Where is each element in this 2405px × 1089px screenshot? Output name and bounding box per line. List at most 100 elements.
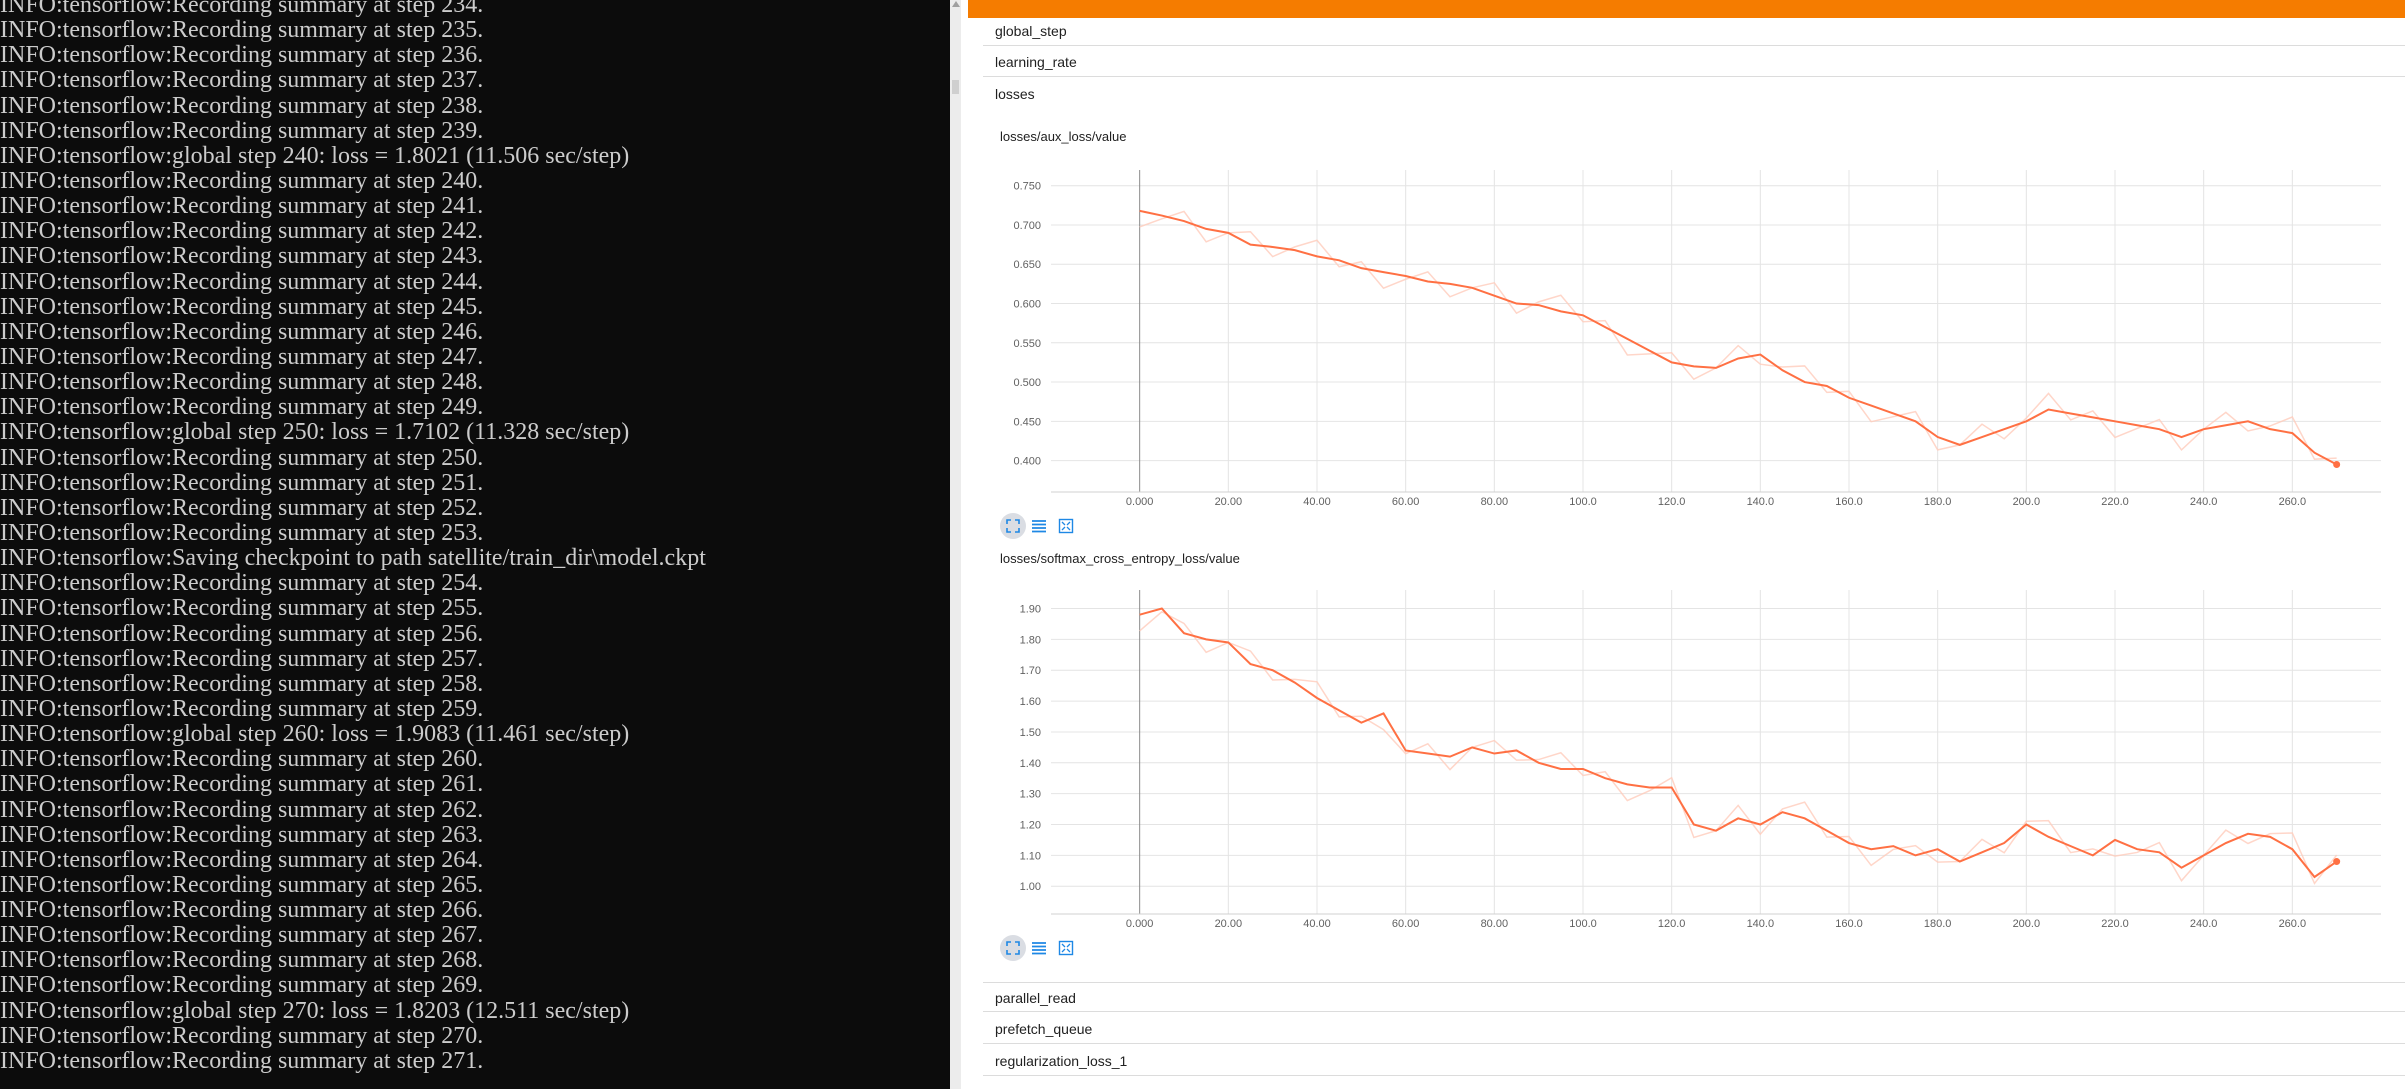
y-tick-label: 1.70 xyxy=(1020,665,1041,677)
group-label: parallel_read xyxy=(995,990,1076,1006)
terminal-line: INFO:tensorflow:Recording summary at ste… xyxy=(0,519,484,546)
terminal-line: INFO:tensorflow:Recording summary at ste… xyxy=(0,318,484,345)
group-regularization-loss[interactable]: regularization_loss_1 xyxy=(983,1046,2405,1076)
group-label: learning_rate xyxy=(995,54,1077,70)
y-tick-label: 0.600 xyxy=(1013,299,1041,311)
group-prefetch-queue[interactable]: prefetch_queue xyxy=(983,1014,2405,1044)
fit-domain-icon[interactable] xyxy=(1053,513,1079,539)
terminal-line: INFO:tensorflow:Recording summary at ste… xyxy=(0,645,484,672)
y-tick-label: 1.40 xyxy=(1020,758,1041,770)
terminal-window[interactable]: INFO:tensorflow:Recording summary at ste… xyxy=(0,0,950,1089)
x-tick-label: 240.0 xyxy=(2190,496,2218,508)
x-tick-label: 180.0 xyxy=(1924,496,1952,508)
expand-chart-icon[interactable] xyxy=(1000,935,1026,961)
x-tick-label: 220.0 xyxy=(2101,918,2129,930)
x-tick-label: 60.00 xyxy=(1392,918,1420,930)
x-tick-label: 80.00 xyxy=(1481,918,1509,930)
x-tick-label: 0.000 xyxy=(1126,496,1154,508)
terminal-line: INFO:tensorflow:Recording summary at ste… xyxy=(0,469,484,496)
fit-domain-icon[interactable] xyxy=(1053,935,1079,961)
terminal-line: INFO:tensorflow:Recording summary at ste… xyxy=(0,897,484,924)
y-tick-label: 1.60 xyxy=(1020,696,1041,708)
terminal-line: INFO:tensorflow:Recording summary at ste… xyxy=(0,846,484,873)
terminal-line: INFO:tensorflow:Recording summary at ste… xyxy=(0,42,484,69)
series-raw-line xyxy=(1139,610,2338,885)
series-smoothed-line xyxy=(1139,209,2338,466)
terminal-line: INFO:tensorflow:Recording summary at ste… xyxy=(0,922,484,949)
x-tick-label: 140.0 xyxy=(1747,918,1775,930)
terminal-line: INFO:tensorflow:Recording summary at ste… xyxy=(0,218,484,245)
terminal-line: INFO:tensorflow:Recording summary at ste… xyxy=(0,444,484,471)
terminal-line: INFO:tensorflow:Recording summary at ste… xyxy=(0,92,484,119)
x-tick-label: 260.0 xyxy=(2279,918,2307,930)
terminal-line: INFO:tensorflow:Recording summary at ste… xyxy=(0,494,484,521)
toolbar-accent-bar xyxy=(968,0,2405,18)
x-tick-label: 240.0 xyxy=(2190,918,2218,930)
y-tick-label: 1.10 xyxy=(1020,850,1041,862)
terminal-line: INFO:tensorflow:global step 250: loss = … xyxy=(0,419,630,446)
x-tick-label: 200.0 xyxy=(2013,918,2041,930)
y-tick-label: 0.450 xyxy=(1013,416,1041,428)
terminal-line: INFO:tensorflow:Recording summary at ste… xyxy=(0,871,484,898)
x-tick-label: 180.0 xyxy=(1924,918,1952,930)
y-tick-label: 1.50 xyxy=(1020,727,1041,739)
y-tick-label: 1.20 xyxy=(1020,820,1041,832)
chart-title-softmax-loss: losses/softmax_cross_entropy_loss/value xyxy=(1000,551,1240,566)
series-last-point xyxy=(2333,461,2341,469)
terminal-line: INFO:tensorflow:Recording summary at ste… xyxy=(0,670,484,697)
x-tick-label: 120.0 xyxy=(1658,496,1686,508)
x-tick-label: 220.0 xyxy=(2101,496,2129,508)
group-label: global_step xyxy=(995,23,1067,39)
group-parallel-read[interactable]: parallel_read xyxy=(983,982,2405,1012)
y-tick-label: 0.650 xyxy=(1013,259,1041,271)
expand-chart-icon[interactable] xyxy=(1000,513,1026,539)
data-list-icon[interactable] xyxy=(1026,513,1052,539)
terminal-line: INFO:tensorflow:Recording summary at ste… xyxy=(0,167,484,194)
terminal-line: INFO:tensorflow:Recording summary at ste… xyxy=(0,821,484,848)
terminal-line: INFO:tensorflow:Recording summary at ste… xyxy=(0,268,484,295)
terminal-line: INFO:tensorflow:Recording summary at ste… xyxy=(0,117,484,144)
terminal-line: INFO:tensorflow:Recording summary at ste… xyxy=(0,570,484,597)
x-tick-label: 0.000 xyxy=(1126,918,1154,930)
terminal-line: INFO:tensorflow:Recording summary at ste… xyxy=(0,193,484,220)
y-tick-label: 0.500 xyxy=(1013,377,1041,389)
chart-softmax-loss[interactable]: 1.00 1.10 1.20 1.30 1.40 1.50 1.60 1.70 1.80 1.90… xyxy=(961,0,2405,960)
terminal-line: INFO:tensorflow:global step 260: loss = … xyxy=(0,721,630,748)
terminal-line: INFO:tensorflow:Recording summary at ste… xyxy=(0,947,484,974)
terminal-line: INFO:tensorflow:Recording summary at ste… xyxy=(0,17,484,44)
x-tick-label: 160.0 xyxy=(1835,496,1863,508)
terminal-output: INFO:tensorflow:Recording summary at ste… xyxy=(0,0,706,1074)
terminal-line: INFO:tensorflow:Recording summary at ste… xyxy=(0,746,484,773)
x-tick-label: 160.0 xyxy=(1835,918,1863,930)
series-last-point xyxy=(2333,858,2341,866)
y-tick-label: 1.30 xyxy=(1020,789,1041,801)
terminal-line: INFO:tensorflow:Recording summary at ste… xyxy=(0,1047,484,1074)
data-list-icon[interactable] xyxy=(1026,935,1052,961)
tensorboard-panel: global_step learning_rate losses losses/… xyxy=(961,0,2405,1089)
x-tick-label: 140.0 xyxy=(1747,496,1775,508)
x-tick-label: 100.0 xyxy=(1569,918,1597,930)
group-losses[interactable]: losses xyxy=(983,79,2405,109)
y-tick-label: 0.400 xyxy=(1013,456,1041,468)
terminal-line: INFO:tensorflow:Recording summary at ste… xyxy=(0,0,484,18)
terminal-line: INFO:tensorflow:Recording summary at ste… xyxy=(0,394,484,421)
scrollbar-thumb[interactable] xyxy=(952,80,959,94)
series-raw-line xyxy=(1139,210,2337,460)
group-label: regularization_loss_1 xyxy=(995,1053,1128,1069)
terminal-line: INFO:tensorflow:Recording summary at ste… xyxy=(0,67,484,94)
x-tick-label: 40.00 xyxy=(1303,496,1331,508)
series-smoothed-line xyxy=(1139,607,2338,879)
terminal-line: INFO:tensorflow:Recording summary at ste… xyxy=(0,293,484,320)
scrollbar[interactable] xyxy=(950,0,961,1089)
x-tick-label: 20.00 xyxy=(1215,918,1243,930)
y-tick-label: 1.90 xyxy=(1020,604,1041,616)
group-learning-rate[interactable]: learning_rate xyxy=(983,47,2405,77)
chart-aux-loss[interactable]: 0.400 0.450 0.500 0.550 0.600 0.650 0.700 0.750… xyxy=(961,0,2405,540)
x-tick-label: 260.0 xyxy=(2279,496,2307,508)
y-tick-label: 0.750 xyxy=(1013,181,1041,193)
y-tick-label: 1.00 xyxy=(1020,881,1041,893)
terminal-line: INFO:tensorflow:global step 240: loss = … xyxy=(0,142,630,169)
terminal-line: INFO:tensorflow:Recording summary at ste… xyxy=(0,771,484,798)
scroll-up-arrow-icon[interactable] xyxy=(952,1,960,7)
group-global-step[interactable]: global_step xyxy=(983,16,2405,46)
